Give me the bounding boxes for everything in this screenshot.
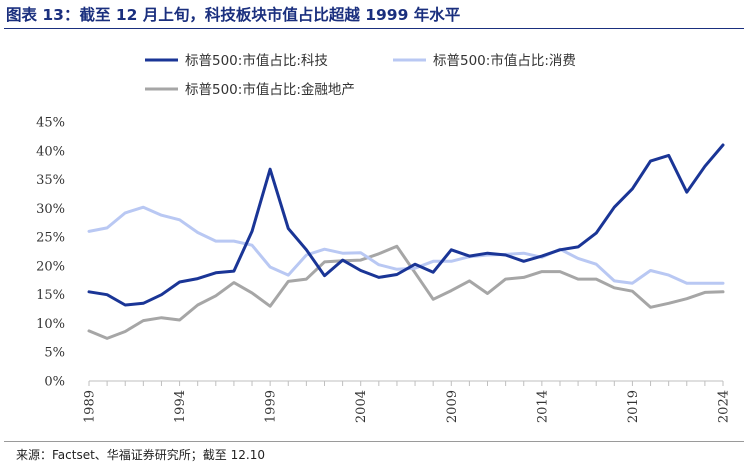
- chart-title: 图表 13：截至 12 月上旬，科技板块市值占比超越 1999 年水平: [6, 6, 461, 24]
- x-tick-label: 2019: [626, 390, 641, 423]
- x-tick-label: 1994: [173, 390, 188, 423]
- legend-label-1: 标普500:市值占比:消费: [433, 52, 576, 69]
- y-tick-label: 0%: [44, 375, 65, 390]
- x-tick-label: 2014: [535, 390, 550, 423]
- source-note: 来源：Factset、华福证券研究所；截至 12.10: [16, 448, 265, 462]
- y-tick-label: 35%: [36, 173, 65, 188]
- y-tick-label: 5%: [44, 346, 65, 361]
- y-tick-label: 40%: [36, 144, 65, 159]
- series-line-2: [87, 244, 725, 340]
- y-tick-label: 10%: [36, 317, 65, 332]
- series-line-1: [87, 205, 725, 285]
- x-tick-label: 2009: [445, 390, 460, 423]
- x-tick-label: 1999: [264, 390, 279, 423]
- y-tick-label: 25%: [36, 231, 65, 246]
- y-tick-label: 20%: [36, 259, 65, 274]
- x-tick-label: 2004: [354, 390, 369, 423]
- x-tick-label: 1989: [83, 390, 98, 423]
- y-tick-label: 30%: [36, 202, 65, 217]
- y-axis: 0% 5% 10% 15% 20% 25% 30% 35% 40% 45%: [36, 116, 65, 390]
- legend: 标普500:市值占比:科技 标普500:市值占比:消费标普500:市值占比:金融地…: [145, 52, 576, 98]
- y-tick-label: 45%: [36, 116, 65, 131]
- series-layer: [87, 143, 725, 340]
- y-tick-label: 15%: [36, 288, 65, 303]
- legend-label-2: 标普500:市值占比:金融地产: [185, 81, 355, 98]
- series-line-0: [87, 143, 725, 307]
- x-tick-label: 2024: [717, 390, 732, 423]
- legend-label-0: 标普500:市值占比:科技: [185, 52, 328, 69]
- x-axis: 1989 1994 1999 2004 2009 2014 2019 2024: [83, 380, 732, 423]
- title-underline: [4, 28, 744, 29]
- line-chart: 标普500:市值占比:科技 标普500:市值占比:消费标普500:市值占比:金融地…: [36, 52, 732, 423]
- source-divider: [4, 441, 744, 442]
